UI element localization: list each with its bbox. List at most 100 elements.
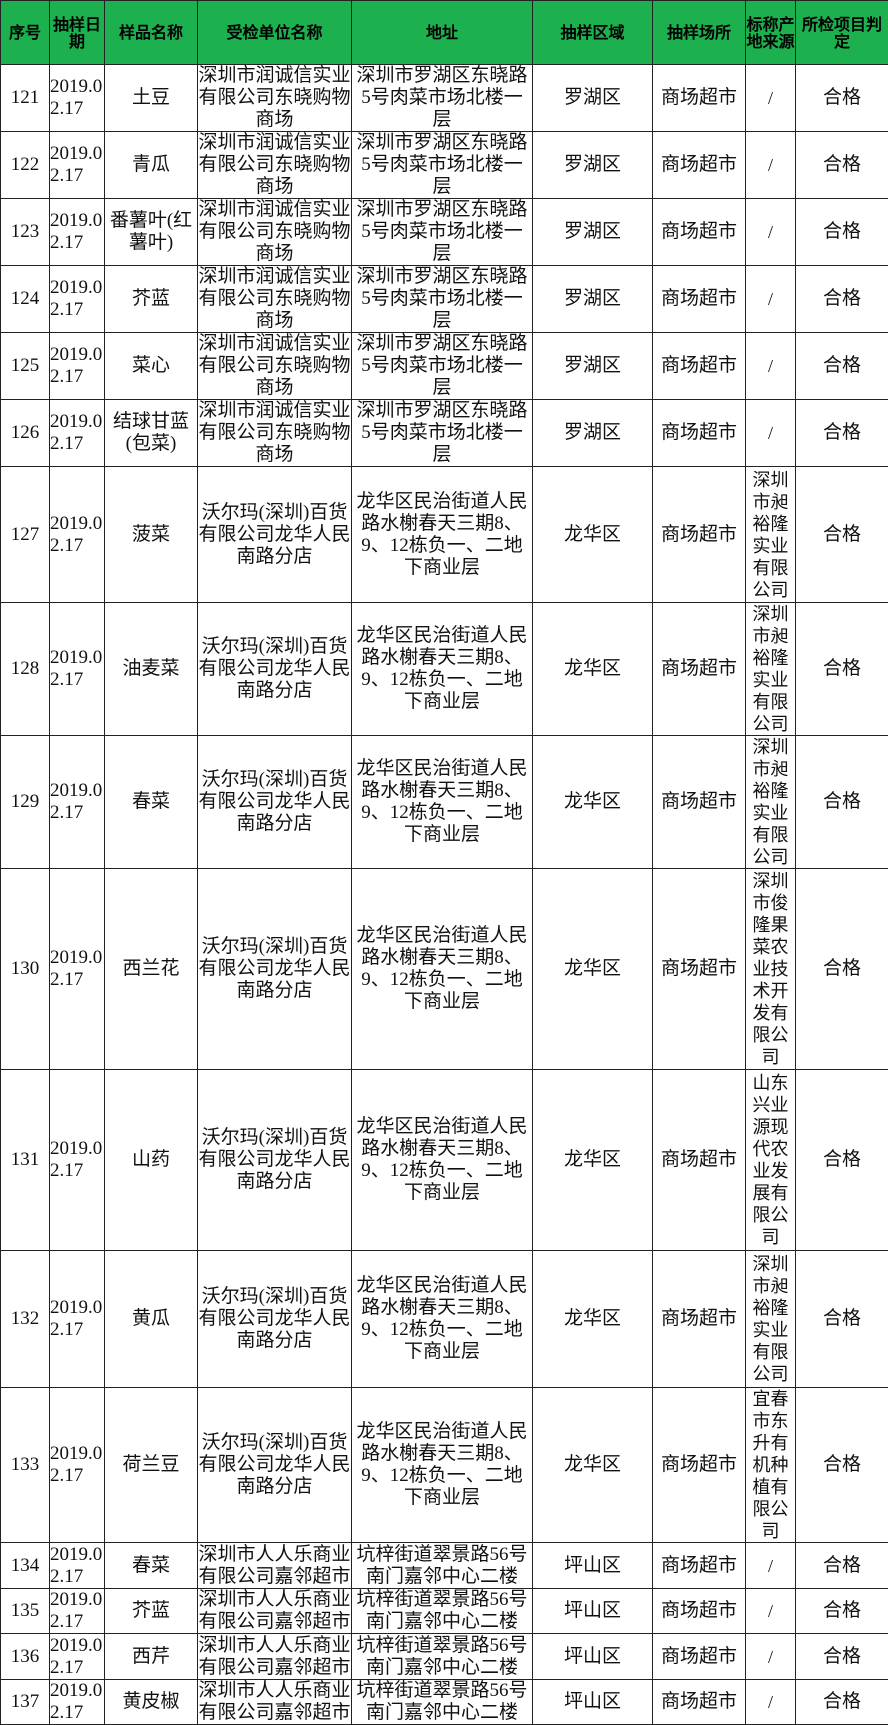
cell-date: 2019.02.17: [50, 65, 105, 132]
cell-address: 坑梓街道翠景路56号南门嘉邻中心二楼: [352, 1589, 533, 1634]
cell-region: 龙华区: [533, 869, 653, 1070]
cell-place: 商场超市: [653, 132, 746, 199]
cell-region: 罗湖区: [533, 132, 653, 199]
cell-origin: /: [746, 65, 796, 132]
cell-date: 2019.02.17: [50, 869, 105, 1070]
cell-address: 坑梓街道翠景路56号南门嘉邻中心二楼: [352, 1680, 533, 1725]
cell-sample: 春菜: [105, 736, 198, 869]
cell-unit: 深圳市润诚信实业有限公司东晓购物商场: [198, 65, 352, 132]
cell-no: 129: [1, 736, 50, 869]
cell-sample: 春菜: [105, 1543, 198, 1589]
cell-origin: /: [746, 333, 796, 400]
cell-address: 龙华区民治街道人民路水榭春天三期8、9、12栋负一、二地下商业层: [352, 736, 533, 869]
cell-result: 合格: [796, 65, 888, 132]
cell-unit: 深圳市人人乐商业有限公司嘉邻超市: [198, 1589, 352, 1634]
cell-place: 商场超市: [653, 1634, 746, 1680]
cell-unit: 沃尔玛(深圳)百货有限公司龙华人民南路分店: [198, 1070, 352, 1251]
cell-origin: /: [746, 1634, 796, 1680]
cell-region: 罗湖区: [533, 65, 653, 132]
cell-region: 龙华区: [533, 736, 653, 869]
cell-no: 133: [1, 1388, 50, 1543]
cell-origin: 深圳市昶裕隆实业有限公司: [746, 603, 796, 736]
cell-sample: 油麦菜: [105, 603, 198, 736]
cell-origin: /: [746, 400, 796, 467]
cell-date: 2019.02.17: [50, 1543, 105, 1589]
cell-unit: 深圳市润诚信实业有限公司东晓购物商场: [198, 132, 352, 199]
cell-unit: 沃尔玛(深圳)百货有限公司龙华人民南路分店: [198, 869, 352, 1070]
cell-place: 商场超市: [653, 333, 746, 400]
cell-no: 137: [1, 1680, 50, 1725]
cell-address: 龙华区民治街道人民路水榭春天三期8、9、12栋负一、二地下商业层: [352, 1070, 533, 1251]
cell-place: 商场超市: [653, 467, 746, 603]
cell-unit: 深圳市润诚信实业有限公司东晓购物商场: [198, 266, 352, 333]
cell-date: 2019.02.17: [50, 132, 105, 199]
cell-no: 134: [1, 1543, 50, 1589]
cell-result: 合格: [796, 603, 888, 736]
cell-origin: /: [746, 199, 796, 266]
cell-unit: 沃尔玛(深圳)百货有限公司龙华人民南路分店: [198, 1388, 352, 1543]
cell-origin: /: [746, 1589, 796, 1634]
header-place: 抽样场所: [653, 1, 746, 65]
cell-address: 深圳市罗湖区东晓路5号肉菜市场北楼一层: [352, 266, 533, 333]
cell-date: 2019.02.17: [50, 467, 105, 603]
cell-place: 商场超市: [653, 1589, 746, 1634]
cell-origin: 深圳市昶裕隆实业有限公司: [746, 1251, 796, 1388]
cell-place: 商场超市: [653, 1251, 746, 1388]
cell-origin: /: [746, 1680, 796, 1725]
cell-unit: 沃尔玛(深圳)百货有限公司龙华人民南路分店: [198, 1251, 352, 1388]
header-sample: 样品名称: [105, 1, 198, 65]
cell-region: 坪山区: [533, 1680, 653, 1725]
cell-date: 2019.02.17: [50, 1589, 105, 1634]
cell-place: 商场超市: [653, 65, 746, 132]
cell-unit: 深圳市润诚信实业有限公司东晓购物商场: [198, 333, 352, 400]
cell-result: 合格: [796, 1388, 888, 1543]
cell-region: 坪山区: [533, 1634, 653, 1680]
cell-sample: 山药: [105, 1070, 198, 1251]
cell-unit: 深圳市人人乐商业有限公司嘉邻超市: [198, 1680, 352, 1725]
cell-region: 罗湖区: [533, 400, 653, 467]
cell-date: 2019.02.17: [50, 1070, 105, 1251]
cell-sample: 西兰花: [105, 869, 198, 1070]
cell-result: 合格: [796, 1543, 888, 1589]
cell-region: 坪山区: [533, 1543, 653, 1589]
cell-place: 商场超市: [653, 199, 746, 266]
cell-origin: 深圳市昶裕隆实业有限公司: [746, 736, 796, 869]
cell-region: 罗湖区: [533, 266, 653, 333]
cell-unit: 深圳市润诚信实业有限公司东晓购物商场: [198, 400, 352, 467]
cell-region: 龙华区: [533, 1070, 653, 1251]
cell-date: 2019.02.17: [50, 1634, 105, 1680]
cell-result: 合格: [796, 1589, 888, 1634]
cell-result: 合格: [796, 1251, 888, 1388]
cell-place: 商场超市: [653, 1543, 746, 1589]
cell-address: 深圳市罗湖区东晓路5号肉菜市场北楼一层: [352, 333, 533, 400]
cell-address: 龙华区民治街道人民路水榭春天三期8、9、12栋负一、二地下商业层: [352, 869, 533, 1070]
cell-date: 2019.02.17: [50, 400, 105, 467]
cell-unit: 沃尔玛(深圳)百货有限公司龙华人民南路分店: [198, 467, 352, 603]
cell-sample: 菠菜: [105, 467, 198, 603]
header-region: 抽样区域: [533, 1, 653, 65]
cell-address: 龙华区民治街道人民路水榭春天三期8、9、12栋负一、二地下商业层: [352, 467, 533, 603]
cell-sample: 黄皮椒: [105, 1680, 198, 1725]
cell-date: 2019.02.17: [50, 333, 105, 400]
cell-address: 龙华区民治街道人民路水榭春天三期8、9、12栋负一、二地下商业层: [352, 603, 533, 736]
cell-unit: 深圳市人人乐商业有限公司嘉邻超市: [198, 1543, 352, 1589]
cell-date: 2019.02.17: [50, 603, 105, 736]
cell-sample: 结球甘蓝(包菜): [105, 400, 198, 467]
cell-no: 131: [1, 1070, 50, 1251]
cell-address: 龙华区民治街道人民路水榭春天三期8、9、12栋负一、二地下商业层: [352, 1251, 533, 1388]
cell-region: 龙华区: [533, 1251, 653, 1388]
cell-date: 2019.02.17: [50, 266, 105, 333]
cell-region: 罗湖区: [533, 333, 653, 400]
